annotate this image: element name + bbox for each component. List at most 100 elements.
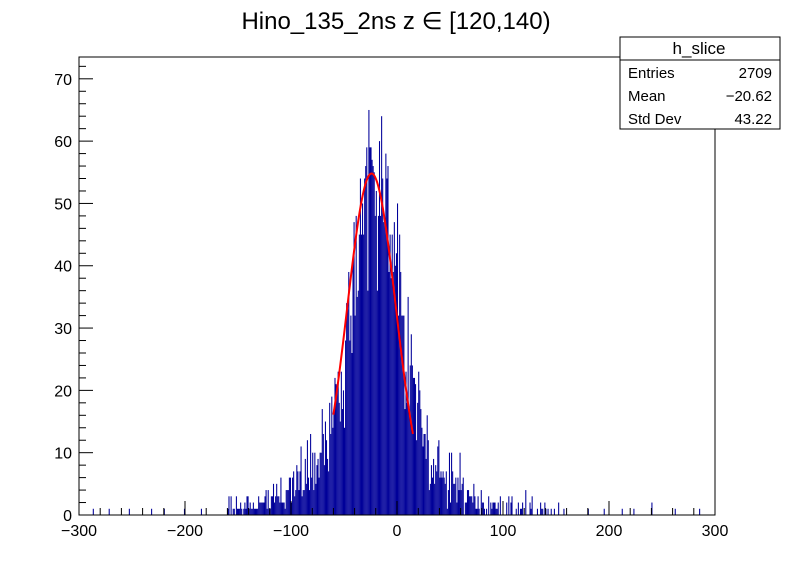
histogram-bin bbox=[424, 433, 426, 515]
histogram-bin bbox=[282, 502, 284, 515]
histogram-bin bbox=[338, 402, 340, 515]
histogram-bin bbox=[277, 496, 279, 515]
histogram-bin bbox=[314, 452, 316, 515]
histogram-bin bbox=[348, 271, 350, 515]
histogram-bin bbox=[392, 271, 394, 515]
histogram-bin bbox=[263, 502, 265, 515]
histogram-bin bbox=[558, 502, 560, 515]
y-axis: 0 10 20 30 40 50 60 70 bbox=[54, 65, 93, 525]
histogram-bin bbox=[490, 502, 492, 515]
histogram-bin bbox=[328, 471, 330, 515]
histogram-bin bbox=[480, 490, 482, 515]
histogram-bin bbox=[674, 508, 676, 515]
stats-std-label: Std Dev bbox=[628, 111, 682, 128]
histogram-bin bbox=[299, 471, 301, 515]
histogram-bin bbox=[368, 109, 370, 515]
histogram-bin bbox=[381, 116, 383, 515]
histogram-bin bbox=[92, 508, 94, 515]
histogram-bin bbox=[553, 508, 555, 515]
x-tick-label: −300 bbox=[61, 523, 97, 540]
histogram-bin bbox=[399, 234, 401, 515]
histogram-bin bbox=[433, 458, 435, 515]
histogram-bin bbox=[276, 483, 278, 515]
histogram-bin bbox=[469, 496, 471, 515]
histogram-bin bbox=[547, 508, 549, 515]
histogram-bin bbox=[375, 190, 377, 515]
histogram-bin bbox=[429, 483, 431, 515]
histogram-bin bbox=[603, 508, 605, 515]
histogram-bin bbox=[228, 496, 230, 515]
histogram-bin bbox=[699, 508, 701, 515]
histogram-bin bbox=[301, 496, 303, 515]
histogram-bin bbox=[430, 465, 432, 515]
histogram-bin bbox=[452, 471, 454, 515]
histogram-bin bbox=[334, 377, 336, 515]
histogram-bin bbox=[435, 465, 437, 515]
histogram-bin bbox=[268, 508, 270, 515]
histogram-bin bbox=[511, 496, 513, 515]
histogram-bin bbox=[506, 502, 508, 515]
histogram-bin bbox=[417, 402, 419, 515]
histogram-bin bbox=[367, 290, 369, 515]
histogram-bin bbox=[478, 508, 480, 515]
histogram-bin bbox=[369, 147, 371, 515]
histogram-bin bbox=[288, 477, 290, 515]
histogram-bin bbox=[330, 433, 332, 515]
histogram-bin bbox=[257, 508, 259, 515]
histogram-bin bbox=[322, 433, 324, 515]
y-tick-label: 60 bbox=[54, 134, 72, 151]
stats-std-value: 43.22 bbox=[734, 111, 772, 128]
histogram-bin bbox=[415, 384, 417, 515]
histogram-bin bbox=[455, 477, 457, 515]
histogram-bin bbox=[466, 490, 469, 515]
histogram-bin bbox=[344, 427, 346, 515]
histogram-bin bbox=[444, 483, 446, 515]
histogram-bin bbox=[340, 371, 342, 515]
histogram-bin bbox=[387, 166, 389, 516]
histogram-bin bbox=[292, 477, 294, 515]
histogram-bin bbox=[128, 508, 130, 515]
histogram-bin bbox=[327, 458, 329, 515]
histogram-bin bbox=[370, 147, 372, 515]
y-tick-label: 20 bbox=[54, 383, 72, 400]
x-axis: −300 −200 −100 0 100 200 300 bbox=[61, 501, 728, 540]
x-tick-label: −100 bbox=[273, 523, 309, 540]
stats-box-name: h_slice bbox=[673, 39, 726, 58]
histogram-bin bbox=[318, 477, 320, 515]
histogram-bin bbox=[431, 477, 434, 515]
histogram-bin bbox=[380, 215, 382, 515]
histogram-bin bbox=[250, 508, 252, 515]
histogram-bin bbox=[245, 508, 247, 515]
histogram-bin bbox=[312, 452, 314, 515]
histogram-bin bbox=[525, 490, 527, 515]
histogram-bin bbox=[403, 315, 405, 515]
histogram-bin bbox=[391, 234, 393, 515]
histogram-bin bbox=[331, 396, 333, 515]
histogram-bin bbox=[438, 440, 440, 515]
histogram-bin bbox=[319, 452, 321, 515]
histogram-bin bbox=[510, 502, 512, 515]
histogram-bin bbox=[412, 377, 414, 515]
histogram-bin bbox=[540, 502, 542, 515]
y-tick-label: 40 bbox=[54, 259, 72, 276]
histogram-bin bbox=[454, 483, 456, 515]
histogram-bin bbox=[241, 508, 243, 515]
histogram-bin bbox=[297, 471, 299, 515]
histogram-bin bbox=[384, 222, 386, 515]
histogram-bin bbox=[482, 502, 484, 515]
histogram-bin bbox=[248, 508, 250, 515]
histogram-bin bbox=[440, 471, 442, 515]
histogram-bin bbox=[492, 502, 494, 515]
histogram-bin bbox=[388, 271, 390, 515]
histogram-bin bbox=[428, 490, 430, 515]
histogram-bin bbox=[402, 315, 404, 515]
histogram-bin bbox=[310, 433, 312, 515]
histogram-bin bbox=[227, 508, 229, 515]
histogram-bin bbox=[386, 178, 388, 515]
histogram-bin bbox=[285, 490, 287, 515]
histogram-bin bbox=[253, 508, 255, 515]
histogram-bin bbox=[483, 508, 485, 515]
histogram-bin bbox=[351, 352, 353, 515]
histogram-bin bbox=[446, 508, 448, 515]
